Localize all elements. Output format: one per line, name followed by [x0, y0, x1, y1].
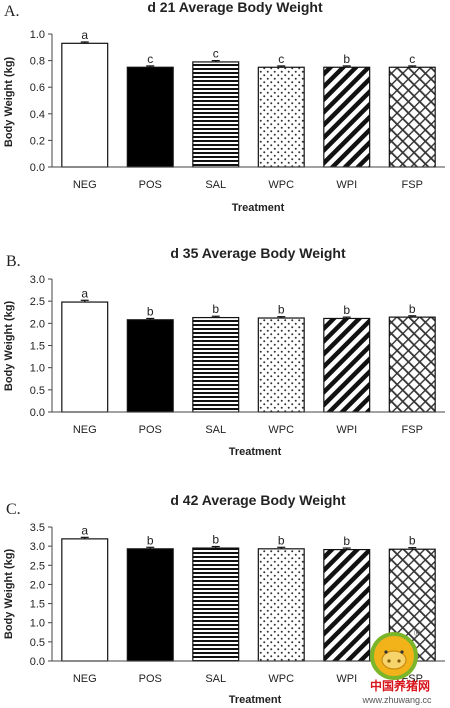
watermark-registered-mark: ®	[414, 628, 421, 638]
y-tick-label-a-4: 0.8	[30, 56, 45, 68]
significance-letter-b-3: b	[278, 303, 285, 317]
chart-title-c: d 42 Average Body Weight	[170, 492, 346, 508]
y-tick-label-c-6: 3.0	[30, 541, 45, 553]
significance-letter-a-2: c	[213, 47, 219, 61]
bar-a-neg	[61, 42, 109, 168]
significance-letter-b-5: b	[409, 302, 416, 316]
x-tick-label-a-5: FSP	[402, 179, 423, 191]
y-tick-label-c-7: 3.5	[30, 522, 45, 534]
y-axis-title-b: Body Weight (kg)	[3, 301, 15, 392]
y-tick-label-b-2: 1.0	[30, 363, 45, 375]
bar-a-fsp	[388, 66, 436, 168]
x-tick-label-b-2: SAL	[205, 424, 226, 436]
y-tick-label-b-5: 2.5	[30, 296, 45, 308]
y-tick-label-b-1: 0.5	[30, 385, 45, 397]
y-tick-label-a-3: 0.6	[30, 82, 45, 94]
y-tick-label-b-4: 2.0	[30, 318, 45, 330]
x-tick-label-b-0: NEG	[73, 424, 97, 436]
x-tick-label-c-4: WPI	[336, 673, 357, 685]
x-tick-label-a-1: POS	[139, 179, 162, 191]
significance-letter-b-4: b	[343, 303, 350, 317]
significance-letter-c-2: b	[212, 533, 219, 547]
panel-label-a: A.	[4, 3, 20, 20]
y-tick-label-c-3: 1.5	[30, 599, 45, 611]
x-tick-label-a-3: WPC	[268, 179, 294, 191]
x-tick-label-c-3: WPC	[268, 673, 294, 685]
significance-letter-a-5: c	[409, 52, 415, 66]
y-tick-label-c-0: 0.0	[30, 656, 45, 668]
bar-b-fsp	[388, 316, 436, 413]
significance-letter-c-0: a	[81, 523, 88, 537]
x-tick-label-c-0: NEG	[73, 673, 97, 685]
y-tick-label-b-3: 1.5	[30, 341, 45, 353]
x-tick-label-b-4: WPI	[336, 424, 357, 436]
y-tick-label-c-4: 2.0	[30, 579, 45, 591]
panel-c: C. d 42 Average Body Weight Body Weight …	[3, 492, 445, 706]
significance-letter-a-0: a	[81, 28, 88, 42]
x-tick-label-a-4: WPI	[336, 179, 357, 191]
x-axis-title-c: Treatment	[229, 694, 282, 706]
y-tick-label-a-2: 0.4	[30, 109, 45, 121]
panel-label-c: C.	[6, 501, 21, 518]
x-tick-label-a-0: NEG	[73, 179, 97, 191]
bar-b-wpi	[323, 317, 371, 413]
bar-b-wpc	[257, 317, 305, 413]
panel-label-b: B.	[6, 253, 21, 270]
plot-area-b: 0.0 0.5 1.0 1.5 2.0 2.5 3.0 a NEG b POS b SAL b WPC b WP…	[30, 274, 445, 436]
x-tick-label-b-3: WPC	[268, 424, 294, 436]
y-tick-label-c-2: 1.0	[30, 618, 45, 630]
significance-letter-b-0: a	[81, 286, 88, 300]
bar-c-wpi	[323, 548, 371, 662]
bar-c-neg	[61, 538, 109, 662]
y-tick-label-b-6: 3.0	[30, 274, 45, 286]
significance-letter-c-3: b	[278, 533, 285, 547]
significance-letter-c-1: b	[147, 533, 154, 547]
chart-title-a: d 21 Average Body Weight	[147, 0, 323, 15]
significance-letter-c-4: b	[343, 534, 350, 548]
significance-letter-a-4: b	[343, 52, 350, 66]
x-tick-label-a-2: SAL	[205, 179, 226, 191]
panel-b: B. d 35 Average Body Weight Body Weight …	[3, 245, 445, 458]
plot-area-c: 0.0 0.5 1.0 1.5 2.0 2.5 3.0 3.5 a NEG b POS b SAL b WPC…	[30, 522, 445, 685]
watermark-text: 中国养猪网	[370, 678, 430, 693]
y-tick-label-a-1: 0.2	[30, 135, 45, 147]
x-tick-label-b-5: FSP	[402, 424, 423, 436]
y-tick-label-c-5: 2.5	[30, 560, 45, 572]
x-axis-title-a: Treatment	[232, 202, 285, 214]
significance-letter-a-3: c	[278, 52, 284, 66]
panel-a: A. d 21 Average Body Weight Body Weight …	[3, 0, 445, 214]
y-axis-title-c: Body Weight (kg)	[3, 549, 15, 640]
x-tick-label-c-2: SAL	[205, 673, 226, 685]
x-tick-label-c-1: POS	[139, 673, 162, 685]
significance-letter-a-1: c	[147, 52, 153, 66]
y-tick-label-b-0: 0.0	[30, 407, 45, 419]
watermark-logo: ® 中国养猪网 www.zhuwang.cc	[361, 628, 432, 705]
x-tick-label-b-1: POS	[139, 424, 162, 436]
bar-c-wpc	[257, 548, 305, 662]
bar-c-pos	[126, 548, 174, 662]
bar-a-pos	[126, 66, 174, 168]
significance-letter-b-2: b	[212, 302, 219, 316]
bar-b-sal	[192, 316, 240, 413]
y-tick-label-a-5: 1.0	[30, 29, 45, 41]
bar-a-sal	[192, 61, 240, 168]
watermark-url: www.zhuwang.cc	[361, 695, 432, 705]
bar-b-neg	[61, 301, 109, 413]
bar-b-pos	[126, 319, 174, 413]
significance-letter-c-5: b	[409, 534, 416, 548]
y-tick-label-a-0: 0.0	[30, 162, 45, 174]
chart-title-b: d 35 Average Body Weight	[170, 245, 346, 261]
y-tick-label-c-1: 0.5	[30, 637, 45, 649]
x-axis-title-b: Treatment	[229, 446, 282, 458]
significance-letter-b-1: b	[147, 304, 154, 318]
plot-area-a: 0.0 0.2 0.4 0.6 0.8 1.0 a NEG c POS c SAL c WPC b WPI c F…	[30, 28, 445, 191]
bar-a-wpi	[323, 66, 371, 168]
y-axis-title-a: Body Weight (kg)	[3, 57, 15, 148]
bar-a-wpc	[257, 66, 305, 168]
bar-c-sal	[192, 547, 240, 662]
